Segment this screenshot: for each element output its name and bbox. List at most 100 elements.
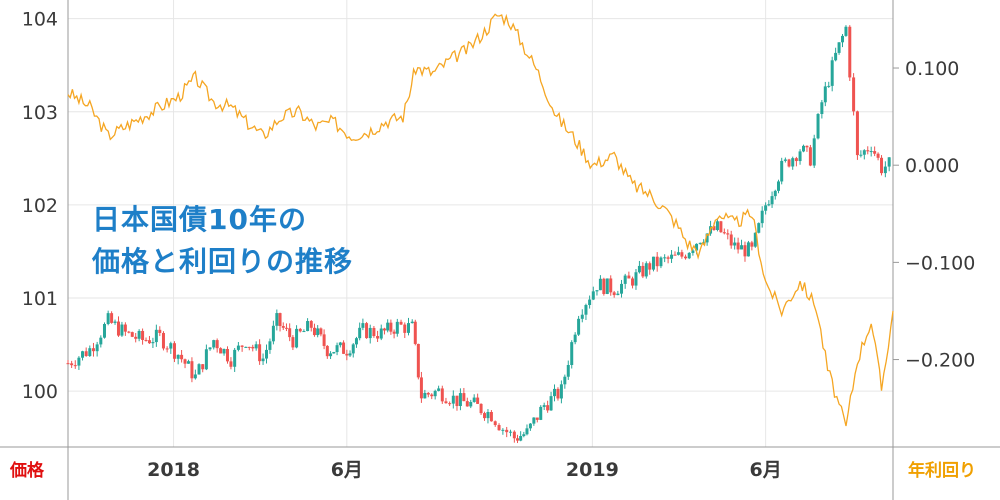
price-candle [876,153,880,158]
price-candle [648,263,652,270]
price-candle [251,346,255,349]
price-candle [127,331,131,333]
price-candle [736,242,740,250]
price-candle [695,243,699,251]
price-candle [866,150,870,152]
price-candle [855,111,859,156]
price-candle [577,318,581,335]
price-candle [837,42,841,53]
price-candle [169,343,173,349]
price-candle [546,405,550,411]
price-candle [532,417,536,424]
price-candle [298,328,302,332]
price-candle [130,332,134,337]
price-candle [247,346,251,348]
price-candle [204,349,208,370]
price-candle [351,344,355,354]
price-candle [389,322,393,332]
price-candle [880,157,884,174]
price-candle [559,384,563,399]
price-candle [406,323,410,333]
price-candle [70,363,74,366]
price-candle [212,340,216,348]
price-candle [137,330,141,339]
price-candle [750,242,754,247]
price-candle [348,353,352,356]
price-candle [73,365,77,367]
price-candle [382,328,386,331]
price-candle [342,342,346,354]
price-candle [539,406,543,420]
price-candle [623,275,627,284]
price-candle [764,205,768,211]
price-candle [165,348,169,350]
price-candle [705,233,709,243]
price-candle [841,35,845,43]
left-axis-label: 価格 [10,461,44,481]
price-candle [437,388,441,391]
price-candle [767,204,771,206]
price-candle [873,151,877,154]
price-candle [722,232,726,234]
price-candle [655,256,659,267]
price-candle [883,166,887,174]
price-candle [687,252,691,259]
price-candle [483,413,487,419]
price-candle [702,242,706,244]
price-candle [476,397,480,404]
price-candle [563,376,567,385]
price-candle [887,157,891,167]
price-candle [291,337,295,348]
price-candle [620,283,624,294]
price-candle [798,151,802,162]
price-candle [201,364,205,370]
price-candle [595,290,599,292]
price-candle [773,190,777,197]
price-candle [740,245,744,250]
price-candle [753,232,757,247]
price-candle [154,329,158,343]
price-candle [631,278,635,286]
right-tick-label: −0.200 [905,350,975,372]
price-candle [288,328,292,338]
price-candle [698,242,702,244]
price-candle [66,363,70,365]
chart-title-line-1: 日本国債10年の [92,203,307,236]
price-candle [81,351,85,358]
price-candle [183,359,187,364]
price-candle [584,305,588,315]
price-candle [528,423,532,429]
price-candle [354,338,358,345]
price-candle [462,393,466,402]
left-tick-label: 101 [22,288,58,310]
price-candle [712,226,716,230]
price-candle [666,257,670,259]
price-candle [244,346,248,348]
price-candle [501,429,505,431]
left-tick-label: 103 [22,102,58,124]
price-candle [395,321,399,334]
price-candle [516,438,520,441]
price-candle [448,403,452,405]
right-tick-label: 0.000 [905,155,959,177]
chart-title-line-2: 価格と利回りの推移 [92,245,354,278]
price-candle [319,328,323,335]
price-candle [338,342,342,346]
price-candle [144,339,148,341]
price-candle [598,278,602,291]
price-candle [802,145,806,152]
price-candle [265,349,269,359]
price-candle [757,223,761,233]
price-candle [670,254,674,259]
price-candle [691,250,695,253]
left-tick-label: 100 [22,381,58,403]
price-candle [776,181,780,191]
price-candle [158,329,162,333]
price-candle [729,234,733,246]
price-candle [780,160,784,182]
price-candle [361,323,365,328]
price-candle [147,340,151,344]
price-candle [403,324,407,333]
price-candle [472,397,476,402]
price-candle [570,342,574,365]
